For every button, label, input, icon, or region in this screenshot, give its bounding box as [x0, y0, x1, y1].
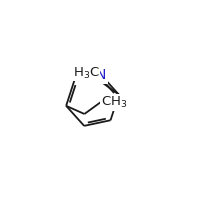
Text: $\mathregular{H_3C}$: $\mathregular{H_3C}$ — [73, 65, 100, 81]
Text: H: H — [90, 67, 100, 80]
Text: N: N — [96, 68, 106, 82]
Text: $\mathregular{CH_3}$: $\mathregular{CH_3}$ — [101, 95, 127, 110]
